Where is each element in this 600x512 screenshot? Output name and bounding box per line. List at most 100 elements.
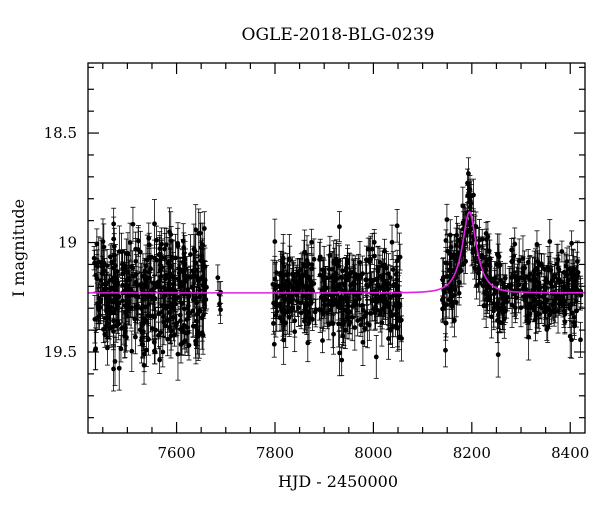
- data-point: [129, 348, 135, 354]
- data-point: [321, 267, 327, 273]
- data-point: [546, 307, 552, 313]
- data-point: [104, 280, 109, 286]
- data-point: [157, 246, 163, 251]
- data-point: [92, 316, 98, 322]
- data-point: [167, 229, 172, 235]
- data-point: [173, 323, 179, 329]
- data-point: [516, 258, 522, 264]
- data-point: [107, 325, 113, 331]
- data-point: [272, 286, 278, 292]
- data-point: [527, 277, 533, 282]
- data-point: [387, 327, 393, 332]
- data-point: [172, 297, 178, 303]
- chart-title: OGLE-2018-BLG-0239: [242, 25, 435, 45]
- data-point: [327, 253, 333, 258]
- data-point: [344, 276, 350, 282]
- data-point: [149, 326, 155, 331]
- data-point: [146, 242, 152, 248]
- data-point: [467, 186, 473, 192]
- data-point: [159, 309, 165, 315]
- model-curve-layer: [88, 211, 585, 294]
- data-point: [386, 336, 391, 341]
- data-point: [505, 294, 510, 300]
- data-point: [575, 273, 581, 279]
- data-point: [469, 240, 475, 246]
- data-point: [289, 285, 295, 290]
- data-point: [304, 263, 310, 269]
- data-point: [444, 217, 450, 223]
- data-point: [177, 267, 183, 272]
- data-point: [320, 338, 325, 343]
- data-point: [105, 345, 110, 351]
- data-point: [98, 297, 104, 303]
- data-point: [140, 330, 146, 336]
- data-point: [495, 352, 501, 358]
- data-point: [345, 303, 351, 309]
- data-point: [394, 223, 400, 229]
- data-point: [94, 264, 100, 269]
- data-point: [445, 248, 450, 254]
- data-point: [447, 289, 453, 294]
- data-point: [541, 266, 547, 272]
- data-point: [298, 310, 304, 316]
- data-point: [165, 336, 171, 342]
- data-point: [396, 335, 402, 341]
- data-point: [381, 287, 387, 293]
- data-point: [331, 331, 336, 337]
- data-point: [331, 260, 337, 266]
- data-point: [305, 340, 311, 346]
- data-point: [91, 255, 97, 261]
- data-point: [132, 334, 138, 340]
- data-point: [126, 275, 132, 281]
- data-point: [509, 275, 515, 280]
- data-point: [292, 318, 298, 324]
- data-point: [124, 270, 130, 275]
- data-point: [562, 319, 568, 325]
- data-point: [349, 314, 355, 320]
- data-point: [318, 294, 324, 300]
- data-point: [375, 264, 381, 270]
- data-point: [146, 235, 152, 241]
- data-point: [136, 238, 141, 244]
- data-point: [444, 273, 450, 279]
- data-point: [281, 320, 287, 325]
- data-point: [173, 255, 178, 261]
- data-point: [394, 258, 400, 264]
- data-point: [539, 305, 545, 310]
- data-point: [127, 240, 133, 245]
- data-point: [101, 287, 107, 292]
- data-point: [107, 254, 113, 260]
- data-point: [524, 314, 530, 319]
- data-point: [282, 298, 287, 304]
- data-point: [567, 302, 573, 308]
- data-point: [273, 303, 279, 309]
- data-point: [141, 292, 147, 298]
- data-point: [340, 317, 346, 323]
- data-point: [557, 294, 563, 299]
- data-point: [446, 297, 452, 303]
- data-point: [105, 315, 111, 321]
- data-point: [167, 286, 172, 292]
- data-point: [359, 302, 365, 308]
- data-point: [336, 282, 342, 288]
- data-point: [116, 365, 122, 371]
- data-point: [382, 248, 388, 254]
- y-tick-label-19: 19: [58, 234, 77, 252]
- data-point: [578, 337, 583, 343]
- data-point: [184, 275, 190, 281]
- data-point: [119, 326, 124, 331]
- data-point: [317, 257, 323, 262]
- data-point: [274, 270, 279, 276]
- data-point: [547, 239, 553, 244]
- data-point: [339, 357, 345, 363]
- data-point: [443, 320, 449, 326]
- data-point: [325, 310, 330, 316]
- data-point: [502, 290, 508, 296]
- data-point: [377, 308, 383, 314]
- data-point: [561, 302, 567, 308]
- data-point: [130, 265, 136, 271]
- data-point: [393, 311, 399, 316]
- data-point: [101, 268, 107, 273]
- y-axis-label: I magnitude: [9, 199, 28, 297]
- data-point: [363, 257, 369, 263]
